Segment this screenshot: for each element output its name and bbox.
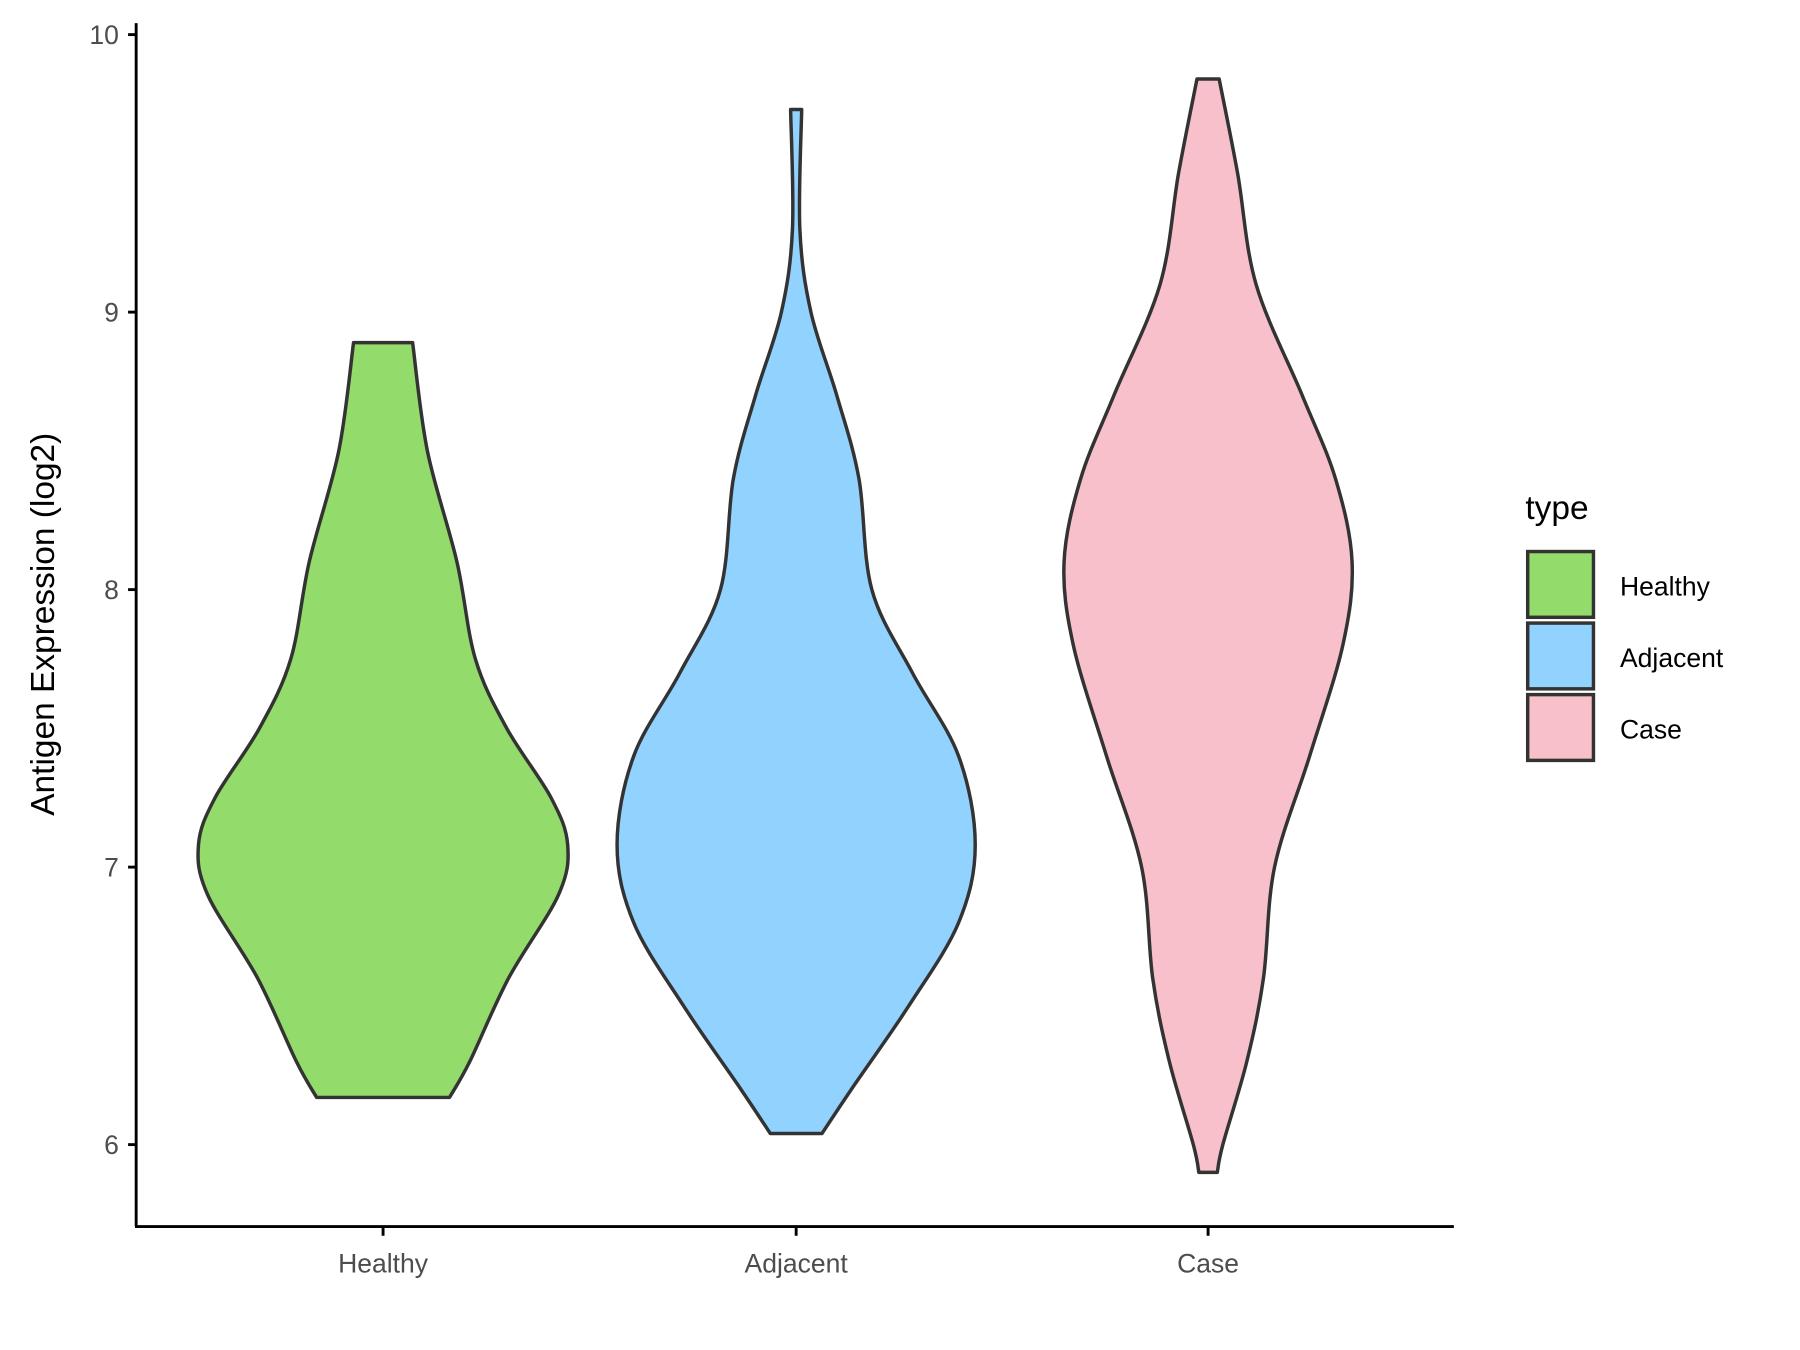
- legend-label: Adjacent: [1620, 643, 1724, 673]
- legend-key-healthy: [1525, 549, 1596, 620]
- y-tick-label: 7: [104, 852, 119, 882]
- legend-label: Case: [1620, 714, 1682, 744]
- legend-key-adjacent: [1525, 621, 1596, 691]
- violin-adjacent: [615, 107, 977, 1136]
- y-tick-label: 6: [104, 1130, 119, 1160]
- violin-case: [1062, 77, 1355, 1175]
- violin-healthy: [196, 340, 570, 1100]
- y-tick-label: 8: [104, 575, 119, 605]
- y-tick-label: 10: [89, 20, 119, 50]
- legend-label: Healthy: [1620, 571, 1711, 601]
- legend-title: type: [1525, 490, 1588, 527]
- x-tick-label: Healthy: [338, 1249, 429, 1279]
- violins: [196, 77, 1355, 1175]
- legend: type Healthy Adjacent Case: [1525, 490, 1724, 763]
- x-tick-label: Adjacent: [745, 1249, 849, 1279]
- y-axis-title: Antigen Expression (log2): [25, 433, 62, 816]
- y-tick-label: 9: [104, 297, 119, 327]
- legend-key-case: [1525, 692, 1596, 763]
- y-ticks: 6 7 8 9 10: [89, 20, 137, 1160]
- x-ticks: Healthy Adjacent Case: [338, 1226, 1239, 1279]
- x-tick-label: Case: [1177, 1249, 1239, 1279]
